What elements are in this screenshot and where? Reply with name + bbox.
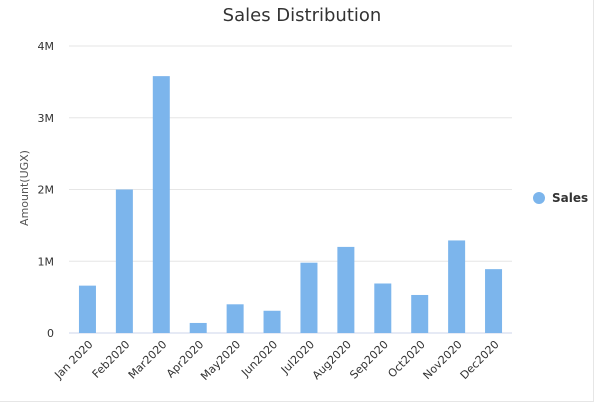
y-tick-label: 2M — [38, 184, 55, 197]
x-tick-label: Aug2020 — [310, 338, 354, 382]
bar[interactable] — [337, 246, 355, 333]
y-tick-label: 0 — [47, 327, 54, 340]
y-axis-title: Amount(UGX) — [18, 150, 31, 226]
bar[interactable] — [189, 322, 207, 333]
bar[interactable] — [115, 189, 133, 334]
x-tick-label: Sep2020 — [347, 338, 391, 382]
x-axis-ticks: Jan 2020Feb2020Mar2020Apr2020May2020Jun2… — [51, 338, 501, 383]
bar[interactable] — [411, 294, 429, 333]
y-tick-label: 1M — [38, 255, 55, 268]
bar[interactable] — [226, 304, 244, 333]
bars — [78, 76, 503, 334]
bar[interactable] — [300, 262, 318, 333]
y-tick-label: 4M — [38, 40, 55, 53]
y-tick-label: 3M — [38, 112, 55, 125]
x-tick-label: Jan 2020 — [51, 338, 95, 382]
x-tick-label: Feb2020 — [90, 338, 133, 381]
x-tick-label: Jun2020 — [238, 338, 280, 380]
legend-label-sales: Sales — [552, 191, 589, 205]
bar[interactable] — [263, 310, 281, 333]
x-tick-label: Nov2020 — [421, 338, 465, 382]
bar[interactable] — [78, 285, 96, 333]
gridlines — [69, 45, 512, 334]
bar[interactable] — [485, 269, 503, 333]
legend[interactable]: Sales — [533, 191, 588, 205]
x-tick-label: Mar2020 — [126, 338, 170, 382]
bar[interactable] — [448, 240, 466, 333]
bar[interactable] — [374, 283, 392, 333]
bar[interactable] — [152, 76, 170, 333]
x-tick-label: Dec2020 — [458, 338, 502, 382]
legend-marker-icon — [533, 192, 545, 204]
x-tick-label: May2020 — [198, 338, 243, 383]
y-axis-ticks: 0 1M 2M 3M 4M — [38, 40, 55, 340]
chart-title: Sales Distribution — [222, 5, 382, 26]
